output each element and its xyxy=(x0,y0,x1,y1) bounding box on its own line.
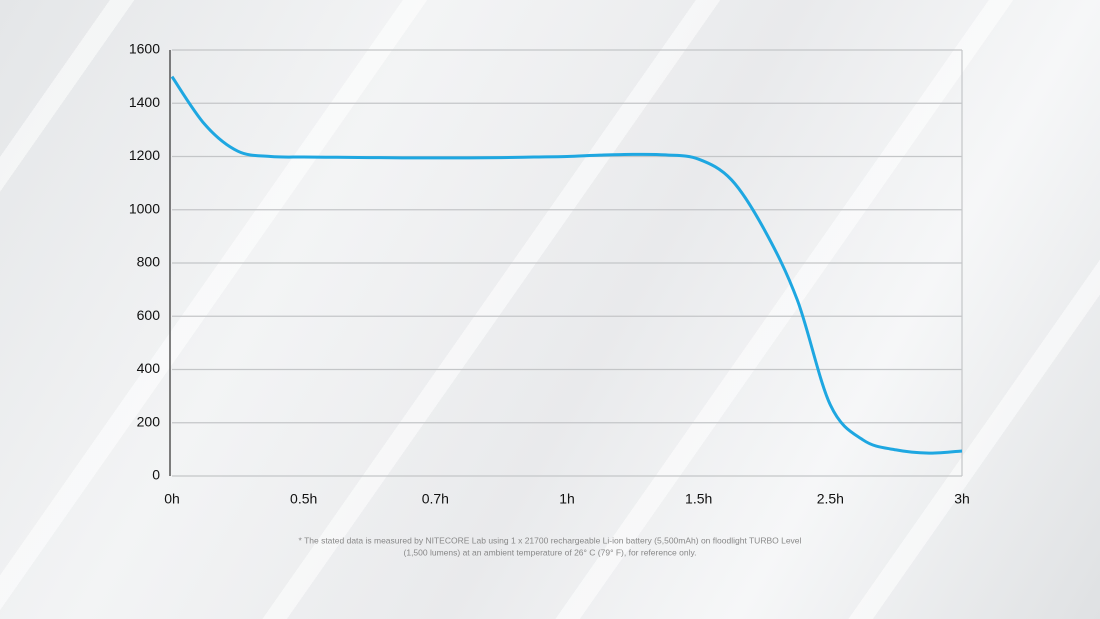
y-tick-label: 400 xyxy=(137,360,161,376)
x-tick-label: 1h xyxy=(559,491,575,507)
x-tick-label: 0h xyxy=(164,491,180,507)
x-tick-label: 0.5h xyxy=(290,491,317,507)
x-tick-label: 0.7h xyxy=(422,491,449,507)
y-tick-label: 1400 xyxy=(129,94,160,110)
y-tick-label: 0 xyxy=(152,467,160,483)
y-tick-label: 1000 xyxy=(129,200,160,216)
y-tick-label: 200 xyxy=(137,413,161,429)
data-line xyxy=(170,75,963,455)
x-tick-label: 2.5h xyxy=(817,491,844,507)
y-tick-label: 1600 xyxy=(129,41,160,57)
y-tick-label: 1200 xyxy=(129,147,160,163)
footnote-line: * The stated data is measured by NITECOR… xyxy=(299,535,802,545)
footnote-line: (1,500 lumens) at an ambient temperature… xyxy=(404,547,697,557)
y-tick-label: 600 xyxy=(137,307,161,323)
x-tick-label: 3h xyxy=(954,491,970,507)
y-tick-label: 800 xyxy=(137,254,161,270)
x-tick-label: 1.5h xyxy=(685,491,712,507)
